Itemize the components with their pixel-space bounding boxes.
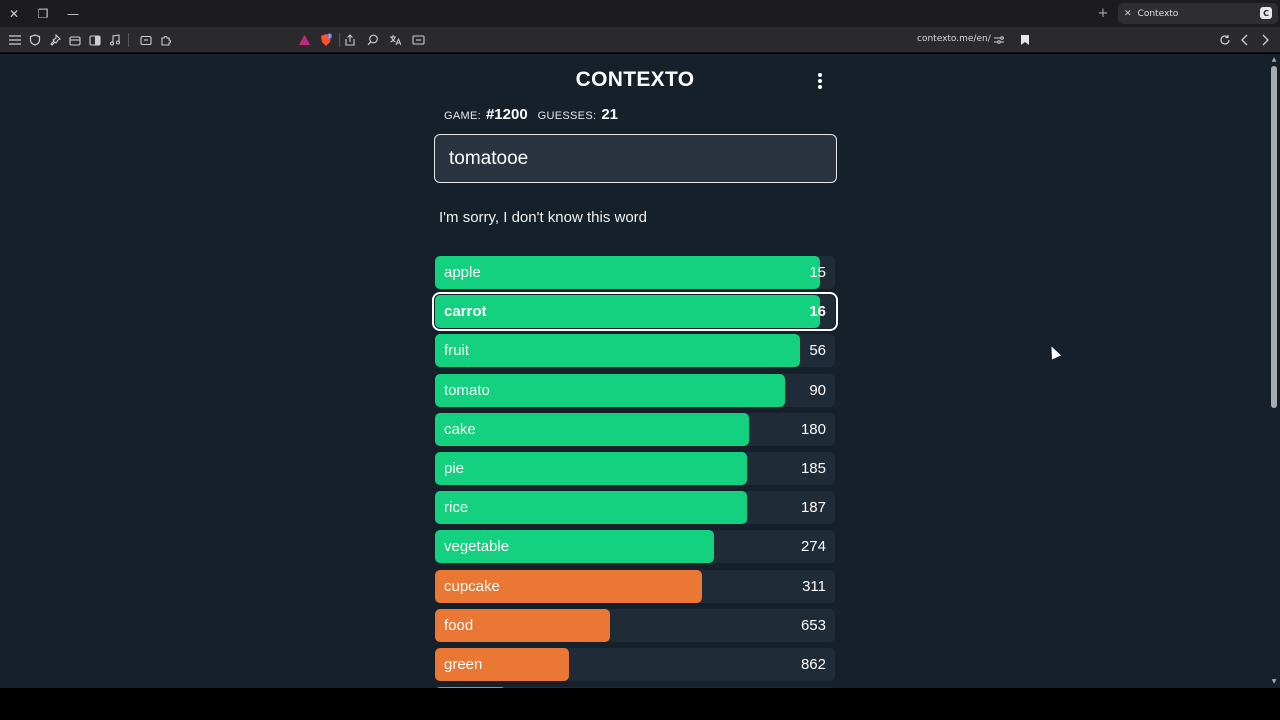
guess-rank: 274: [800, 538, 826, 556]
guess-row: food 653: [435, 608, 835, 642]
guess-row: cake 180: [435, 412, 835, 446]
guess-word: fruit: [444, 342, 470, 360]
toolbar-divider: [339, 33, 340, 47]
taskbar-area: [0, 688, 1280, 720]
guess-rank: 311: [802, 577, 826, 595]
guess-row: tomato 90: [435, 373, 835, 407]
game-info: GAME: #1200 GUESSES: 21: [444, 106, 628, 123]
guess-row: vegetable 274: [435, 530, 835, 564]
pin-icon[interactable]: [47, 32, 63, 48]
extensions-icon[interactable]: [158, 32, 174, 48]
guess-word: food: [444, 616, 474, 634]
guess-row: apple 15: [435, 256, 835, 289]
guess-word: cupcake: [444, 577, 500, 595]
guess-word: rice: [444, 499, 469, 517]
guess-word: pie: [444, 459, 465, 477]
guess-row: rice 187: [435, 491, 835, 525]
scroll-up-icon[interactable]: ▲: [1271, 56, 1277, 63]
guesses-label: GUESSES:: [537, 110, 597, 122]
permissions-icon[interactable]: [991, 32, 1007, 48]
window-close-icon[interactable]: ✕: [8, 6, 20, 21]
error-message: I'm sorry, I don't know this word: [439, 209, 648, 226]
game-label: GAME:: [444, 110, 481, 122]
guess-row: cupcake 311: [435, 569, 835, 603]
similarity-bar: [435, 295, 820, 329]
scrollbar[interactable]: ▲ ▼: [1268, 54, 1280, 688]
similarity-bar: [435, 334, 800, 368]
guess-word: tomato: [444, 381, 490, 399]
share-icon[interactable]: [342, 32, 358, 48]
guess-word: green: [444, 655, 483, 673]
page-title: CONTEXTO: [575, 68, 695, 91]
guess-word: apple: [444, 264, 481, 281]
similarity-bar: [435, 451, 747, 485]
page-viewport: CONTEXTO GAME: #1200 GUESSES: 21 I'm sor…: [0, 54, 1280, 688]
guess-rank: 90: [809, 381, 826, 399]
svg-text:2: 2: [328, 34, 331, 39]
guess-rank: 15: [809, 264, 826, 281]
guess-rank: 185: [800, 459, 826, 477]
brave-rewards-icon[interactable]: [296, 32, 312, 48]
forward-icon[interactable]: [1257, 32, 1273, 48]
guess-rank: 180: [800, 420, 826, 438]
similarity-bar: [435, 569, 702, 603]
music-icon[interactable]: [107, 32, 123, 48]
similarity-bar: [435, 687, 506, 688]
similarity-bar: [435, 373, 785, 407]
scrollbar-thumb[interactable]: [1271, 66, 1277, 408]
tab-favicon: C: [1260, 7, 1272, 19]
menu-icon[interactable]: [7, 32, 23, 48]
guess-rank: 653: [800, 616, 826, 634]
address-bar-url[interactable]: contexto.me/en/: [917, 34, 991, 44]
back-icon[interactable]: [1237, 32, 1253, 48]
tabs-icon[interactable]: [67, 32, 83, 48]
window-restore-icon[interactable]: ❐: [37, 6, 49, 21]
new-tab-button[interactable]: +: [1097, 6, 1109, 21]
window-minimize-icon[interactable]: —: [67, 6, 79, 21]
tab-close-icon[interactable]: ✕: [1124, 8, 1132, 19]
tab-title: Contexto: [1137, 8, 1179, 19]
cast-icon[interactable]: [410, 32, 426, 48]
browser-toolbar: 2 contexto.me/en/: [0, 27, 1280, 53]
guess-row: pie 185: [435, 451, 835, 485]
guess-word: carrot: [444, 303, 487, 321]
guess-row: [435, 687, 835, 688]
similarity-bar: [435, 647, 569, 681]
more-options-icon[interactable]: [812, 71, 828, 91]
guess-word: vegetable: [444, 538, 510, 556]
similarity-bar: [435, 530, 714, 564]
similarity-bar: [435, 256, 820, 289]
shield-icon[interactable]: [27, 32, 43, 48]
bookmark-icon[interactable]: [1017, 32, 1033, 48]
game-number: #1200: [485, 106, 528, 123]
zoom-icon[interactable]: [365, 32, 381, 48]
browser-tab[interactable]: ✕ Contexto C: [1118, 3, 1278, 24]
guess-row: fruit 56: [435, 334, 835, 368]
guess-word: cake: [444, 420, 476, 438]
guess-row: carrot 16: [432, 292, 838, 332]
guess-row: green 862: [435, 647, 835, 681]
guess-input[interactable]: [434, 134, 837, 183]
brave-shields-icon[interactable]: 2: [318, 32, 334, 48]
guess-rank: 56: [809, 342, 826, 360]
guess-rank: 16: [809, 303, 826, 321]
reload-icon[interactable]: [1217, 32, 1233, 48]
guesses-count: 21: [601, 106, 618, 123]
guess-rank: 187: [800, 499, 826, 517]
window-title-bar: ✕ ❐ — + ✕ Contexto C: [0, 0, 1280, 27]
wallet-icon[interactable]: [138, 32, 154, 48]
similarity-bar: [435, 608, 610, 642]
guess-list: apple 15 carrot 16 fruit 56 tomato 90 cake 180 pie…: [432, 256, 838, 688]
scroll-down-icon[interactable]: ▼: [1271, 678, 1277, 685]
translate-icon[interactable]: [387, 32, 403, 48]
similarity-bar: [435, 412, 749, 446]
toolbar-divider: [128, 33, 129, 47]
guess-rank: 862: [800, 655, 826, 673]
sidebar-icon[interactable]: [87, 32, 103, 48]
similarity-bar: [435, 491, 747, 525]
mouse-cursor: [1046, 344, 1062, 360]
